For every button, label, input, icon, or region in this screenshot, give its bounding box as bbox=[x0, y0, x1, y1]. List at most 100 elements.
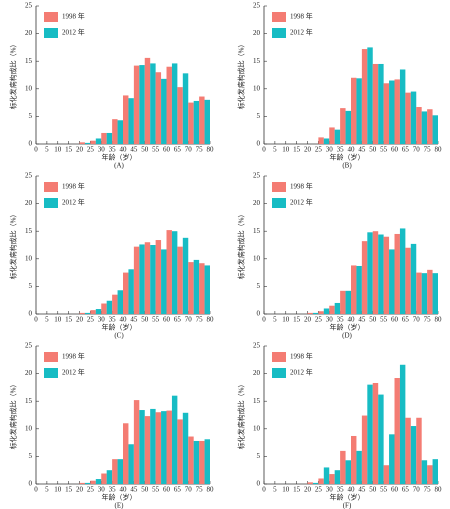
bar bbox=[394, 79, 400, 144]
bar bbox=[193, 259, 200, 314]
legend-label: 1998 年 bbox=[290, 182, 313, 191]
x-tick-label: 50 bbox=[141, 486, 149, 494]
bar bbox=[334, 302, 341, 314]
legend-label: 1998 年 bbox=[62, 182, 85, 191]
x-tick-label: 0 bbox=[34, 316, 38, 324]
y-tick-label: 5 bbox=[257, 452, 261, 460]
bar bbox=[405, 92, 411, 144]
legend-label: 1998 年 bbox=[290, 352, 313, 361]
bar bbox=[389, 434, 395, 484]
y-tick-label: 10 bbox=[253, 84, 261, 92]
bar bbox=[90, 480, 96, 484]
y-tick-label: 10 bbox=[253, 424, 261, 432]
x-tick-label: 75 bbox=[196, 486, 204, 494]
bar bbox=[394, 378, 400, 484]
bar bbox=[416, 417, 422, 484]
bar bbox=[101, 473, 107, 484]
legend-swatch bbox=[272, 182, 286, 192]
bar bbox=[307, 482, 313, 484]
y-tick-label: 10 bbox=[25, 84, 33, 92]
bar bbox=[372, 231, 379, 314]
bar bbox=[329, 305, 335, 314]
legend-swatch bbox=[44, 198, 58, 208]
bar bbox=[204, 265, 210, 314]
bar bbox=[90, 310, 96, 314]
legend-label: 2012 年 bbox=[290, 28, 313, 37]
bar bbox=[323, 138, 330, 144]
bar bbox=[345, 110, 351, 144]
x-tick-label: 65 bbox=[174, 146, 182, 154]
bar bbox=[79, 482, 85, 484]
bar bbox=[389, 249, 395, 314]
bar bbox=[171, 63, 178, 144]
y-tick-label: 25 bbox=[25, 172, 33, 180]
y-tick-label: 10 bbox=[253, 254, 261, 262]
bar bbox=[340, 450, 346, 484]
x-tick-label: 10 bbox=[282, 316, 290, 324]
x-tick-label: 15 bbox=[293, 146, 301, 154]
x-tick-label: 80 bbox=[207, 316, 215, 324]
x-tick-label: 30 bbox=[98, 486, 106, 494]
x-tick-label: 75 bbox=[196, 316, 204, 324]
x-tick-label: 50 bbox=[369, 486, 377, 494]
x-tick-label: 35 bbox=[337, 486, 345, 494]
bar bbox=[193, 440, 200, 484]
x-tick-label: 40 bbox=[120, 146, 128, 154]
bar bbox=[188, 262, 194, 314]
bar bbox=[340, 290, 346, 314]
bar bbox=[150, 63, 156, 144]
y-tick-label: 5 bbox=[29, 112, 33, 120]
bar bbox=[193, 100, 200, 144]
x-tick-label: 60 bbox=[163, 486, 171, 494]
x-tick-label: 65 bbox=[402, 316, 410, 324]
bar bbox=[361, 415, 368, 484]
x-tick-label: 25 bbox=[315, 486, 323, 494]
x-tick-label: 75 bbox=[424, 146, 432, 154]
bar bbox=[150, 245, 156, 314]
legend-swatch bbox=[44, 182, 58, 192]
bar bbox=[182, 237, 189, 314]
bar bbox=[410, 426, 417, 484]
bar bbox=[177, 87, 183, 144]
x-tick-label: 25 bbox=[87, 146, 95, 154]
y-tick-label: 15 bbox=[253, 57, 261, 65]
bar bbox=[340, 108, 346, 144]
legend-swatch bbox=[44, 352, 58, 362]
legend-label: 2012 年 bbox=[290, 368, 313, 377]
legend-label: 2012 年 bbox=[62, 28, 85, 37]
bar bbox=[117, 459, 123, 484]
x-tick-label: 80 bbox=[207, 146, 215, 154]
x-tick-label: 75 bbox=[424, 316, 432, 324]
bar bbox=[405, 417, 411, 484]
y-axis-label: 标化发病构成比（%） bbox=[237, 41, 246, 110]
y-tick-label: 15 bbox=[253, 397, 261, 405]
y-tick-label: 0 bbox=[29, 140, 33, 148]
x-tick-label: 35 bbox=[109, 146, 117, 154]
bar bbox=[204, 99, 210, 144]
legend-label: 2012 年 bbox=[62, 368, 85, 377]
x-tick-label: 55 bbox=[152, 316, 160, 324]
x-tick-label: 70 bbox=[185, 486, 193, 494]
bar bbox=[318, 137, 324, 144]
bar bbox=[323, 467, 330, 484]
bar bbox=[90, 140, 96, 144]
x-tick-label: 55 bbox=[152, 486, 160, 494]
y-tick-label: 20 bbox=[25, 199, 33, 207]
x-tick-label: 15 bbox=[65, 146, 73, 154]
x-tick-label: 5 bbox=[45, 316, 49, 324]
bar bbox=[95, 309, 102, 314]
legend-swatch bbox=[44, 28, 58, 38]
bar bbox=[432, 273, 438, 314]
x-tick-label: 30 bbox=[98, 316, 106, 324]
bar bbox=[405, 247, 411, 314]
bar bbox=[367, 47, 373, 144]
x-tick-label: 45 bbox=[130, 146, 138, 154]
bar bbox=[117, 120, 123, 144]
y-tick-label: 25 bbox=[253, 342, 261, 350]
x-tick-label: 60 bbox=[391, 316, 399, 324]
bar bbox=[416, 107, 422, 144]
bar bbox=[318, 311, 324, 314]
x-axis-label: 年龄（岁） bbox=[330, 493, 365, 502]
